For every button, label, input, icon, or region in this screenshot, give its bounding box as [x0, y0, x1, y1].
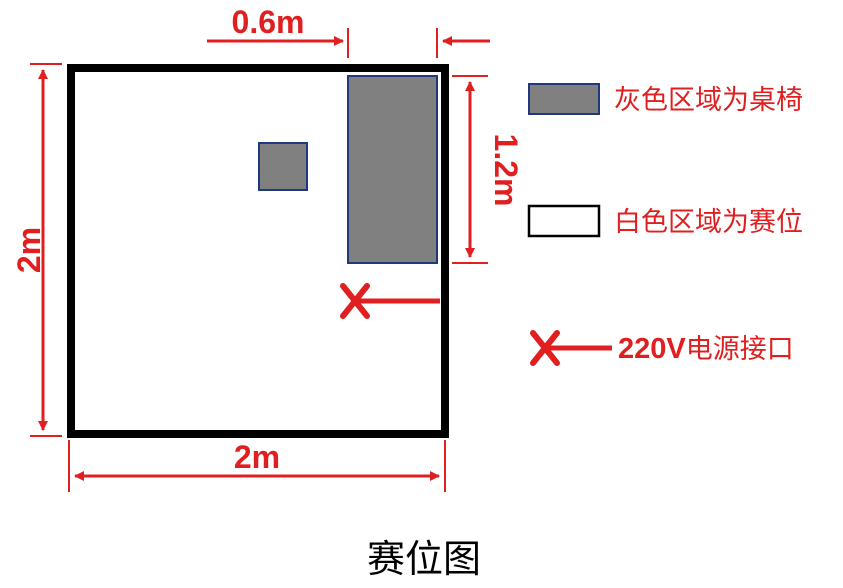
legend-white-item: 白色区域为赛位 [527, 204, 803, 238]
legend-power-item: 220V电源接口 [530, 330, 794, 366]
legend-gray-label: 灰色区域为桌椅 [614, 85, 803, 116]
legend-white-label: 白色区域为赛位 [614, 207, 803, 238]
legend-gray-swatch [528, 83, 600, 115]
legend-power-voltage: 220V [618, 333, 686, 365]
left-dimension: 2m [11, 63, 62, 437]
left-dimension-label: 2m [11, 227, 47, 273]
legend-gray-item: 灰色区域为桌椅 [528, 83, 803, 116]
diagram-caption: 赛位图 [367, 537, 481, 581]
power-socket-marker [340, 283, 440, 319]
bottom-dimension-label: 2m [234, 439, 280, 475]
table-area [347, 75, 438, 264]
top-dimension: 0.6m [207, 4, 490, 58]
right-dimension: 1.2m [452, 75, 524, 264]
legend-white-swatch [527, 204, 601, 238]
cross-arrow-icon [530, 330, 612, 366]
chair-area [258, 142, 308, 191]
legend-power-label: 220V电源接口 [618, 333, 794, 365]
right-dimension-label: 1.2m [488, 134, 524, 207]
bottom-dimension: 2m [68, 439, 446, 492]
top-dimension-label: 0.6m [232, 4, 305, 40]
legend-power-text: 电源接口 [686, 334, 794, 365]
